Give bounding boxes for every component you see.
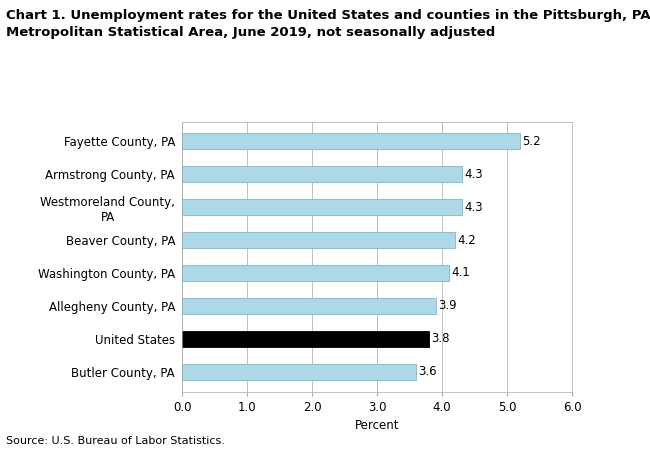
Text: 4.2: 4.2 [458, 234, 476, 247]
Text: 3.9: 3.9 [438, 299, 457, 312]
Text: Chart 1. Unemployment rates for the United States and counties in the Pittsburgh: Chart 1. Unemployment rates for the Unit… [6, 9, 650, 39]
Text: 5.2: 5.2 [523, 135, 541, 148]
Bar [182, 232, 455, 248]
Text: 4.3: 4.3 [464, 168, 483, 181]
Text: 4.3: 4.3 [464, 201, 483, 214]
Text: 3.6: 3.6 [419, 365, 437, 378]
Bar [182, 331, 429, 347]
Text: Source: U.S. Bureau of Labor Statistics.: Source: U.S. Bureau of Labor Statistics. [6, 436, 226, 446]
Bar [182, 199, 462, 216]
Bar [182, 166, 462, 182]
Bar [182, 364, 416, 380]
Bar [182, 297, 436, 314]
X-axis label: Percent: Percent [355, 419, 399, 432]
Bar [182, 133, 520, 149]
Text: 4.1: 4.1 [451, 266, 470, 279]
Text: 3.8: 3.8 [432, 332, 450, 345]
Bar [182, 265, 448, 281]
